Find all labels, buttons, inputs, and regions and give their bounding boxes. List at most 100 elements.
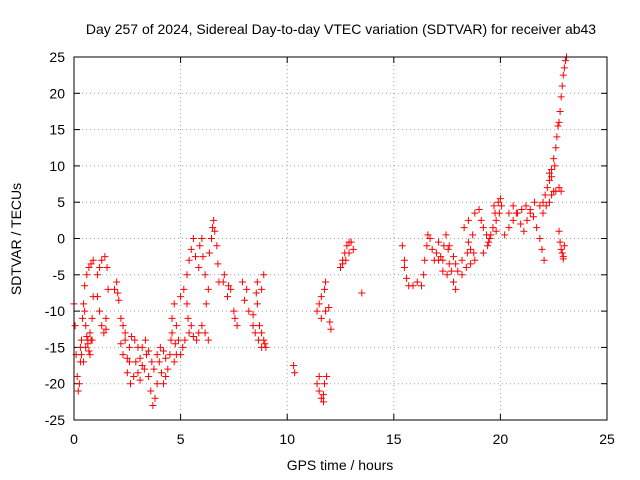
data-point xyxy=(322,307,330,315)
data-point xyxy=(225,282,233,290)
data-point xyxy=(442,231,450,239)
data-point xyxy=(291,369,299,377)
data-point xyxy=(254,336,262,344)
data-point xyxy=(477,216,485,224)
data-point xyxy=(444,245,452,253)
data-point xyxy=(443,271,451,279)
data-point xyxy=(543,184,551,192)
x-tick-label: 15 xyxy=(386,431,402,447)
data-point xyxy=(142,351,150,359)
axis-ticks xyxy=(73,56,608,421)
data-point xyxy=(462,264,470,272)
data-point xyxy=(220,271,228,279)
data-point xyxy=(545,169,553,177)
data-point xyxy=(96,264,104,272)
data-point xyxy=(210,216,218,224)
data-point xyxy=(157,369,165,377)
data-point xyxy=(552,144,560,152)
data-point xyxy=(131,336,139,344)
data-point xyxy=(421,256,429,264)
data-point xyxy=(148,358,156,366)
data-point xyxy=(492,216,500,224)
data-point xyxy=(319,391,327,399)
data-point xyxy=(201,271,209,279)
data-point xyxy=(342,256,350,264)
data-point xyxy=(539,198,547,206)
data-point xyxy=(238,278,246,286)
data-point xyxy=(170,358,178,366)
data-point xyxy=(426,235,434,242)
data-point xyxy=(437,253,445,261)
data-point xyxy=(467,245,475,253)
data-point xyxy=(258,343,266,351)
data-point xyxy=(153,351,161,359)
data-point xyxy=(230,307,238,315)
data-point xyxy=(541,191,549,199)
data-point xyxy=(555,227,563,235)
data-point xyxy=(153,380,161,388)
data-point xyxy=(505,224,513,232)
data-point xyxy=(489,224,497,232)
data-point xyxy=(245,307,253,315)
data-point xyxy=(233,322,241,330)
data-point xyxy=(449,253,457,261)
data-point xyxy=(323,372,331,380)
data-point xyxy=(117,340,125,348)
data-point xyxy=(150,365,158,373)
data-point xyxy=(509,202,517,210)
y-tick-label: 15 xyxy=(49,122,65,138)
data-point xyxy=(321,380,329,388)
data-point xyxy=(559,255,567,263)
data-point xyxy=(77,351,85,359)
data-point xyxy=(85,264,93,272)
data-point xyxy=(290,362,298,370)
data-point xyxy=(492,227,500,235)
data-point xyxy=(497,202,505,210)
data-point xyxy=(424,231,432,239)
data-point xyxy=(325,303,333,311)
data-point xyxy=(520,227,528,235)
data-point xyxy=(80,300,88,308)
data-point xyxy=(358,289,366,297)
data-point xyxy=(138,362,146,370)
data-point xyxy=(321,285,329,293)
data-points xyxy=(70,53,570,409)
data-point xyxy=(403,274,411,282)
data-point xyxy=(253,300,261,308)
data-point xyxy=(317,293,325,301)
data-point xyxy=(517,220,525,228)
data-point xyxy=(119,351,127,359)
data-point xyxy=(315,300,323,308)
x-tick-label: 0 xyxy=(70,431,78,447)
data-point xyxy=(420,271,428,279)
y-tick-label: -25 xyxy=(45,412,65,428)
data-point xyxy=(151,394,159,402)
y-tick-label: -10 xyxy=(45,303,65,319)
data-point xyxy=(423,242,431,250)
data-point xyxy=(184,314,192,322)
data-point xyxy=(168,314,176,322)
data-point xyxy=(518,205,526,213)
data-point xyxy=(85,347,93,355)
data-point xyxy=(86,329,94,337)
data-point xyxy=(249,311,257,319)
data-point xyxy=(339,260,347,268)
data-point xyxy=(141,336,149,344)
data-point xyxy=(258,329,266,337)
data-point xyxy=(560,64,568,72)
data-point xyxy=(71,322,79,330)
data-point xyxy=(558,249,566,257)
y-tick-label: 5 xyxy=(57,194,65,210)
data-point xyxy=(491,209,499,217)
data-point xyxy=(140,365,148,373)
data-point xyxy=(243,285,251,293)
data-point xyxy=(447,267,455,275)
data-point xyxy=(315,387,323,395)
data-point xyxy=(494,198,502,206)
data-point xyxy=(136,354,144,362)
data-point xyxy=(471,256,479,264)
data-point xyxy=(258,285,266,293)
data-point xyxy=(119,322,127,330)
data-point xyxy=(469,231,477,239)
